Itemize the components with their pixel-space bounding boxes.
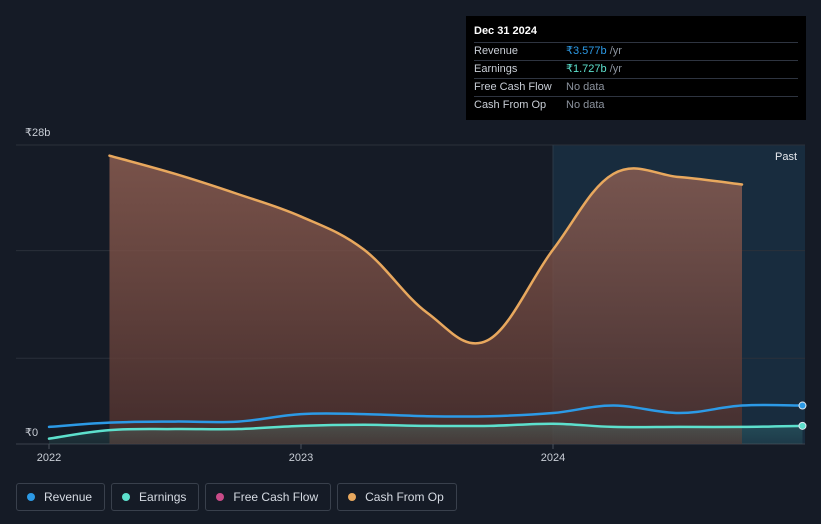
legend-item-earnings[interactable]: Earnings [111,483,200,511]
tooltip-row-cfo: Cash From Op No data [474,96,798,114]
tooltip-label: Earnings [474,63,518,75]
tooltip-row-fcf: Free Cash Flow No data [474,78,798,96]
revenue-line [47,403,804,429]
tooltip-value: No data [566,99,605,111]
legend-label: Free Cash Flow [233,490,319,504]
tooltip-label: Free Cash Flow [474,81,552,93]
cash-from-op-line [108,154,744,345]
cash-from-op-area [109,155,743,444]
unit: /yr [606,63,622,75]
tooltip-value: ₹3.577b /yr [566,43,622,60]
earnings-end-marker [798,421,807,430]
earnings-dot-icon [122,493,131,501]
tooltip-label: Cash From Op [474,99,547,111]
revenue-value: ₹3.577b [566,45,607,57]
y-axis-zero-label: ₹0 [25,427,38,439]
earnings-line [47,422,804,440]
past-label: Past [775,151,797,163]
tooltip-value: ₹1.727b /yr [566,61,622,78]
free-cash-flow-dot-icon [216,493,225,501]
unit: /yr [606,45,622,57]
cash-from-op-dot-icon [348,493,357,501]
legend-item-free-cash-flow[interactable]: Free Cash Flow [205,483,332,511]
legend-label: Cash From Op [365,490,444,504]
earnings-area [49,423,803,444]
tooltip-value: No data [566,81,605,93]
x-tick-label: 2023 [289,452,313,464]
tooltip-date: Dec 31 2024 [474,25,537,37]
revenue-end-marker [798,401,807,410]
y-axis-top-label: ₹28b [25,127,50,139]
x-tick-label: 2024 [541,452,565,464]
legend-label: Revenue [44,490,93,504]
tooltip-label: Revenue [474,45,519,57]
legend-item-revenue[interactable]: Revenue [16,483,106,511]
legend: Revenue Earnings Free Cash Flow Cash Fro… [16,483,457,511]
revenue-dot-icon [27,493,35,501]
legend-label: Earnings [139,490,187,504]
tooltip: Dec 31 2024 Revenue ₹3.577b /yr Earnings… [466,16,806,120]
x-tick-label: 2022 [37,452,61,464]
tooltip-row-revenue: Revenue ₹3.577b /yr [474,42,798,60]
earnings-value: ₹1.727b [566,63,607,75]
legend-item-cash-from-op[interactable]: Cash From Op [337,483,457,511]
tooltip-row-earnings: Earnings ₹1.727b /yr [474,60,798,78]
